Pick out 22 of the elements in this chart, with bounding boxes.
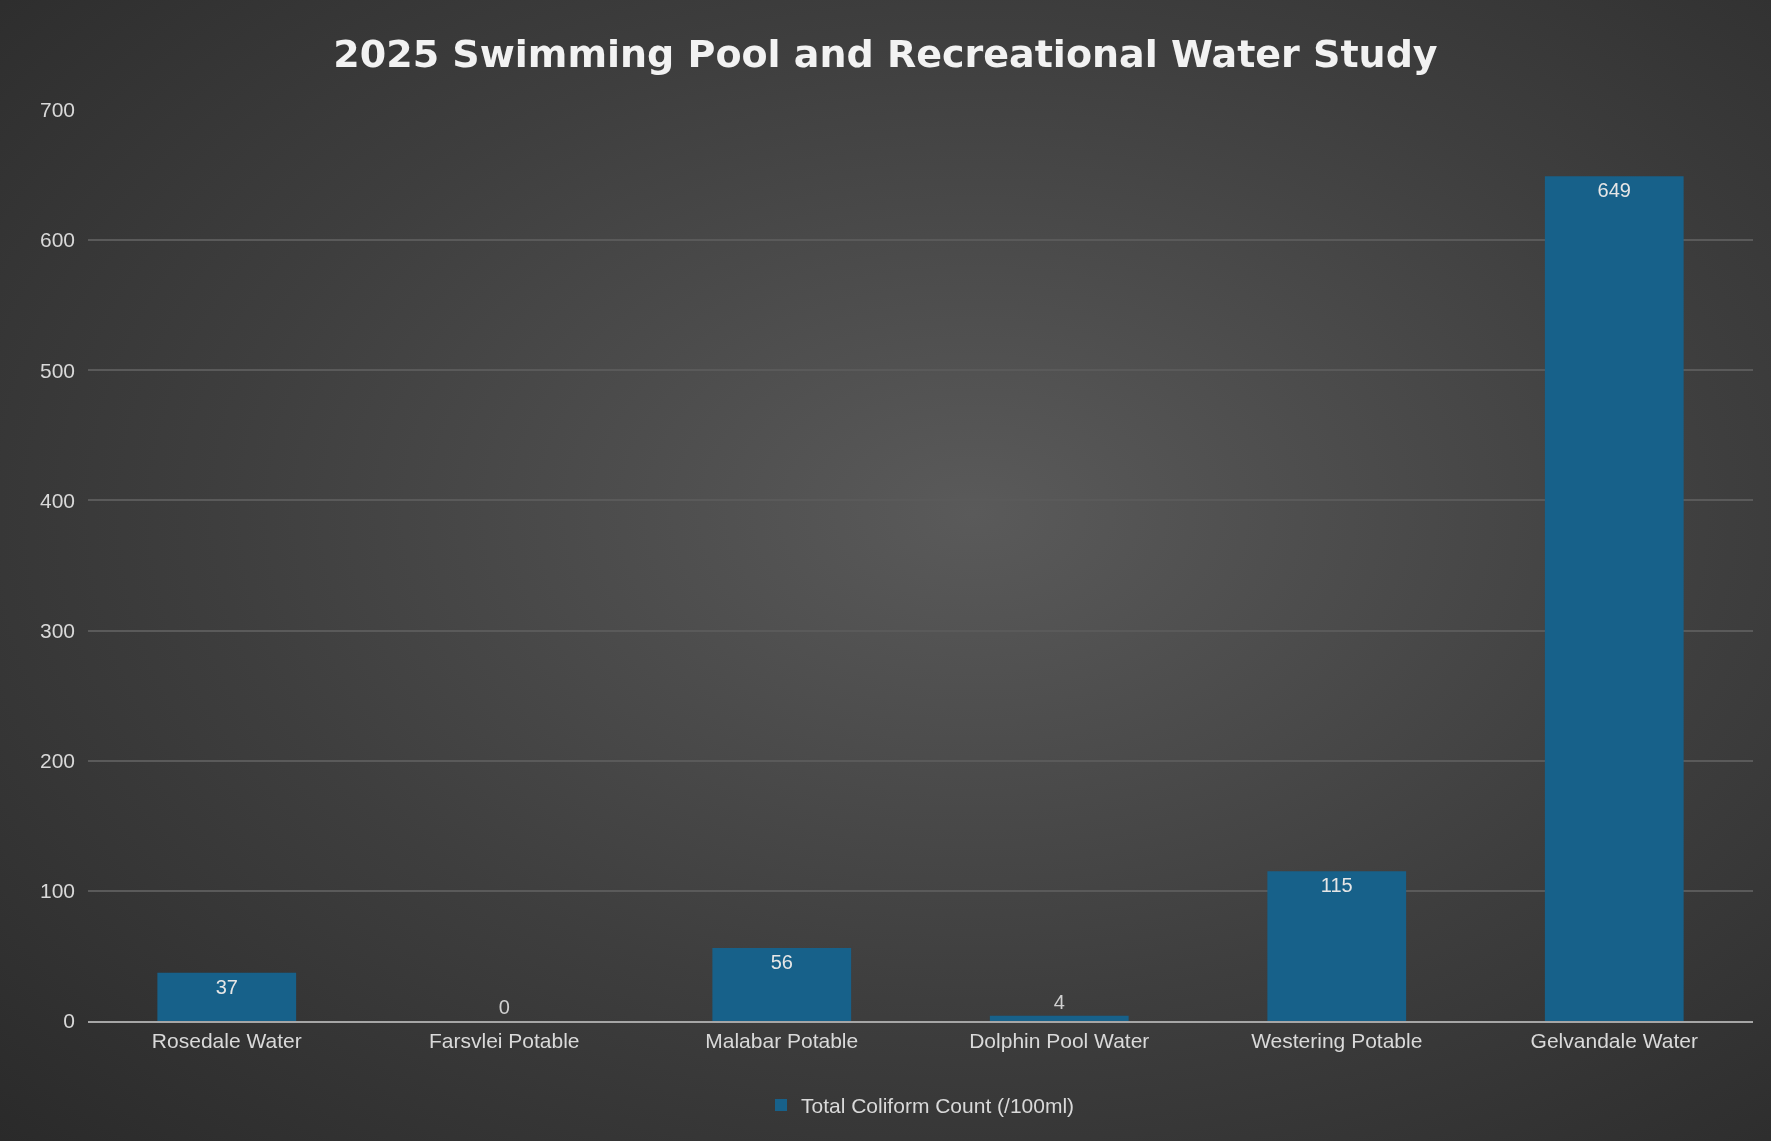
legend-label: Total Coliform Count (/100ml) [801,1094,1075,1118]
data-label: 115 [1320,874,1353,897]
y-tick-label: 500 [39,358,75,382]
data-label: 0 [498,996,510,1018]
x-tick-label: Malabar Potable [705,1029,859,1053]
y-tick-label: 300 [39,618,75,642]
x-tick-label: Gelvandale Water [1530,1029,1698,1053]
y-tick-label: 0 [63,1009,75,1033]
y-tick-label: 200 [39,749,75,773]
y-tick-label: 600 [39,228,75,252]
y-tick-label: 400 [39,488,75,512]
chart-title: 2025 Swimming Pool and Recreational Water Study [333,31,1438,76]
data-label: 4 [1053,990,1065,1013]
y-tick-label: 100 [39,879,75,903]
data-label: 649 [1597,179,1631,202]
x-tick-label: Dolphin Pool Water [969,1029,1150,1053]
x-tick-label: Farsvlei Potable [428,1029,580,1053]
x-tick-label: Rosedale Water [151,1029,302,1053]
x-tick-label: Westering Potable [1251,1029,1423,1053]
data-label: 37 [215,975,238,998]
y-tick-label: 700 [39,98,75,122]
data-label: 56 [770,951,793,974]
